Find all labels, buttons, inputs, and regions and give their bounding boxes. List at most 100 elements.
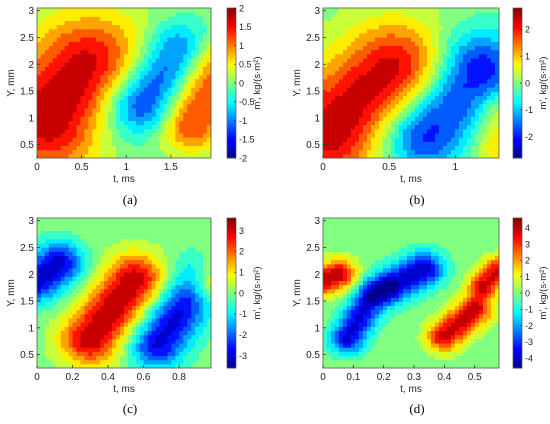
heatmap-cell [455,12,460,17]
heatmap-cell [475,8,480,13]
heatmap-cell [100,66,105,71]
heatmap-cell [423,153,428,159]
heatmap-cell [76,49,81,55]
heatmap-cell [363,16,368,21]
heatmap-cell [143,116,149,121]
heatmap-cell [108,116,113,121]
heatmap-cell [415,141,420,146]
heatmap-cell [159,222,165,227]
heatmap-cell [195,83,200,88]
heatmap-cell [467,8,472,13]
heatmap-cell [143,313,149,319]
heatmap-cell [335,62,340,67]
heatmap-cell [487,124,492,130]
heatmap-cell [207,153,212,159]
heatmap-cell [88,95,93,101]
heatmap-cell [155,363,161,369]
heatmap-cell [443,133,448,138]
heatmap-cell [88,37,93,42]
heatmap-cell [52,37,58,42]
heatmap-cell [475,28,480,34]
colorbar-segment [227,50,236,54]
heatmap-cell [339,133,344,138]
heatmap-cell [491,74,496,80]
heatmap-cell [37,238,42,244]
heatmap-cell [399,24,404,30]
heatmap-cell [151,128,157,134]
heatmap-cell [92,238,97,244]
heatmap-cell [80,351,85,356]
heatmap-cell [40,8,46,13]
heatmap-cell [64,28,70,34]
heatmap-cell [347,120,352,126]
heatmap-cell [76,12,81,17]
heatmap-cell [203,238,208,244]
heatmap-cell [459,20,464,26]
heatmap-cell [487,99,492,105]
heatmap-cell [411,45,416,51]
heatmap-cell [471,133,476,138]
heatmap-cell [371,12,376,17]
heatmap-cell [447,28,452,34]
heatmap-cell [439,33,444,38]
heatmap-cell [391,116,396,121]
heatmap-cell [355,128,360,134]
heatmap-cell [131,343,137,348]
heatmap-cell [203,20,208,26]
heatmap-cell [155,301,161,306]
heatmap-cell [143,91,149,96]
heatmap-cell [84,33,89,38]
heatmap-cell [379,58,384,63]
heatmap-cell [451,128,456,134]
heatmap-cell [155,293,161,298]
heatmap-cell [171,145,176,151]
heatmap-cell [375,99,380,105]
heatmap-cell [167,103,172,109]
heatmap-cell [147,78,153,84]
heatmap-cell [195,24,200,30]
heatmap-cell [96,297,101,302]
heatmap-cell [199,78,204,84]
heatmap-cell [167,70,172,76]
heatmap-cell [80,276,85,281]
heatmap-cell [139,301,145,306]
heatmap-cell [135,297,141,302]
heatmap-cell [387,45,392,51]
heatmap-cell [151,301,157,306]
heatmap-cell [127,137,133,142]
heatmap-cell [127,49,133,55]
heatmap-cell [195,318,200,323]
heatmap-cell [203,268,208,273]
heatmap-cell [64,309,70,315]
heatmap-cell [116,137,121,142]
heatmap-cell [64,255,70,261]
heatmap-cell [475,91,480,96]
heatmap-cell [40,343,46,348]
heatmap-cell [64,338,70,344]
heatmap-cell [37,24,42,30]
heatmap-cell [116,70,121,76]
heatmap-cell [131,309,137,315]
heatmap-cell [163,53,168,59]
heatmap-cell [331,74,336,80]
heatmap-cell [187,322,192,327]
colorbar-segment [513,125,522,129]
heatmap-cell [92,255,97,261]
heatmap-cell [155,141,161,146]
heatmap-cell [155,247,161,252]
heatmap-cell [76,288,81,294]
colorbar-segment [227,63,236,66]
heatmap-cell [459,120,464,126]
heatmap-cell [88,251,93,256]
heatmap-cell [191,137,196,142]
heatmap-cell [155,268,161,273]
heatmap-cell [155,284,161,290]
heatmap-cell [120,334,125,340]
heatmap-cell [100,318,105,323]
heatmap-cell [395,74,400,80]
heatmap-cell [68,355,74,361]
heatmap-cell [411,95,416,101]
heatmap-cell [399,12,404,17]
heatmap-cell [52,251,58,256]
heatmap-cell [395,58,400,63]
